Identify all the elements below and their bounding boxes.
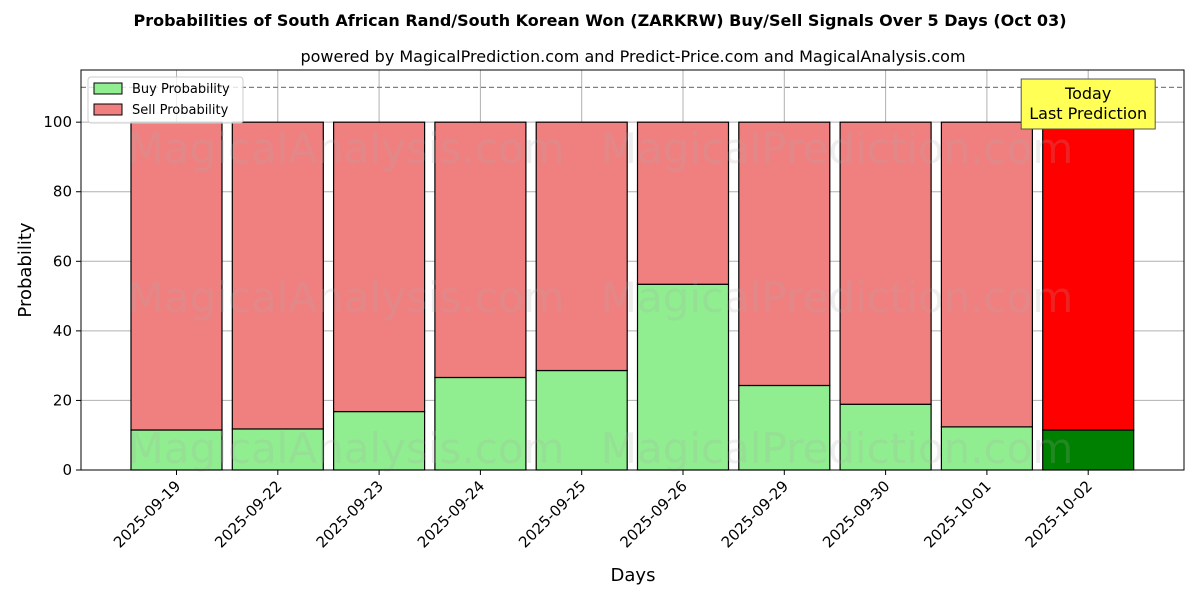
annotation-text: Today <box>1064 84 1111 103</box>
watermark-text: MagicalAnalysis.com <box>128 424 565 473</box>
x-tick-label: 2025-09-25 <box>515 477 589 551</box>
chart-title: Probabilities of South African Rand/Sout… <box>133 11 1066 30</box>
y-tick-label: 60 <box>53 252 72 270</box>
y-tick-label: 0 <box>62 461 72 479</box>
buy-bar <box>535 369 628 471</box>
x-tick-label: 2025-10-02 <box>1022 477 1096 551</box>
buy-bar <box>940 426 1034 471</box>
buy-bar <box>738 384 831 471</box>
legend-swatch <box>93 103 123 116</box>
x-tick-label: 2025-09-30 <box>819 477 893 551</box>
buy-bar <box>1042 429 1135 471</box>
y-tick-label: 100 <box>43 113 72 131</box>
annotation-box <box>1020 78 1156 130</box>
sell-bar <box>940 121 1034 428</box>
y-tick-label: 20 <box>53 391 72 409</box>
sell-bar <box>1042 121 1135 431</box>
sell-bar <box>333 121 426 413</box>
x-tick-label: 2025-09-23 <box>313 477 387 551</box>
sell-bar <box>231 121 324 430</box>
x-tick-label: 2025-09-19 <box>110 477 184 551</box>
y-tick-label: 80 <box>53 183 72 201</box>
legend-box <box>87 76 244 124</box>
buy-bar <box>333 410 426 471</box>
watermark-text: MagicalAnalysis.com <box>128 124 565 173</box>
sell-bar <box>434 121 527 379</box>
chart-subtitle: powered by MagicalPrediction.com and Pre… <box>300 47 965 66</box>
x-tick-label: 2025-09-24 <box>414 477 488 551</box>
annotation-text: Last Prediction <box>1029 104 1147 123</box>
legend: Buy Probability Sell Probability <box>87 76 244 124</box>
x-tick-label: 2025-09-22 <box>211 477 285 551</box>
watermark-text: MagicalPrediction.com <box>601 424 1074 473</box>
watermark-text: MagicalPrediction.com <box>601 273 1074 322</box>
y-axis-label: Probability <box>15 222 36 317</box>
x-axis-label: Days <box>611 565 656 586</box>
sell-bar <box>636 121 730 285</box>
buy-bar <box>839 403 932 471</box>
watermarks: MagicalAnalysis.com MagicalAnalysis.com Ma… <box>128 124 1074 473</box>
x-tick-label: 2025-09-26 <box>616 477 690 551</box>
sell-bar <box>738 121 831 387</box>
bars <box>130 121 1135 471</box>
x-tick-label: 2025-09-29 <box>718 477 792 551</box>
watermark-text: MagicalAnalysis.com <box>128 273 565 322</box>
buy-bar <box>636 283 730 471</box>
x-tick-label: 2025-10-01 <box>920 477 994 551</box>
watermark-text: MagicalPrediction.com <box>601 124 1074 173</box>
legend-swatch <box>93 82 123 95</box>
y-tick-label: 40 <box>53 322 72 340</box>
sell-bar <box>130 121 223 431</box>
legend-label: Sell Probability <box>132 103 229 118</box>
sell-bar <box>839 121 932 405</box>
legend-label: Buy Probability <box>132 82 230 97</box>
plot-frame <box>80 69 1185 471</box>
sell-bar <box>535 121 628 372</box>
